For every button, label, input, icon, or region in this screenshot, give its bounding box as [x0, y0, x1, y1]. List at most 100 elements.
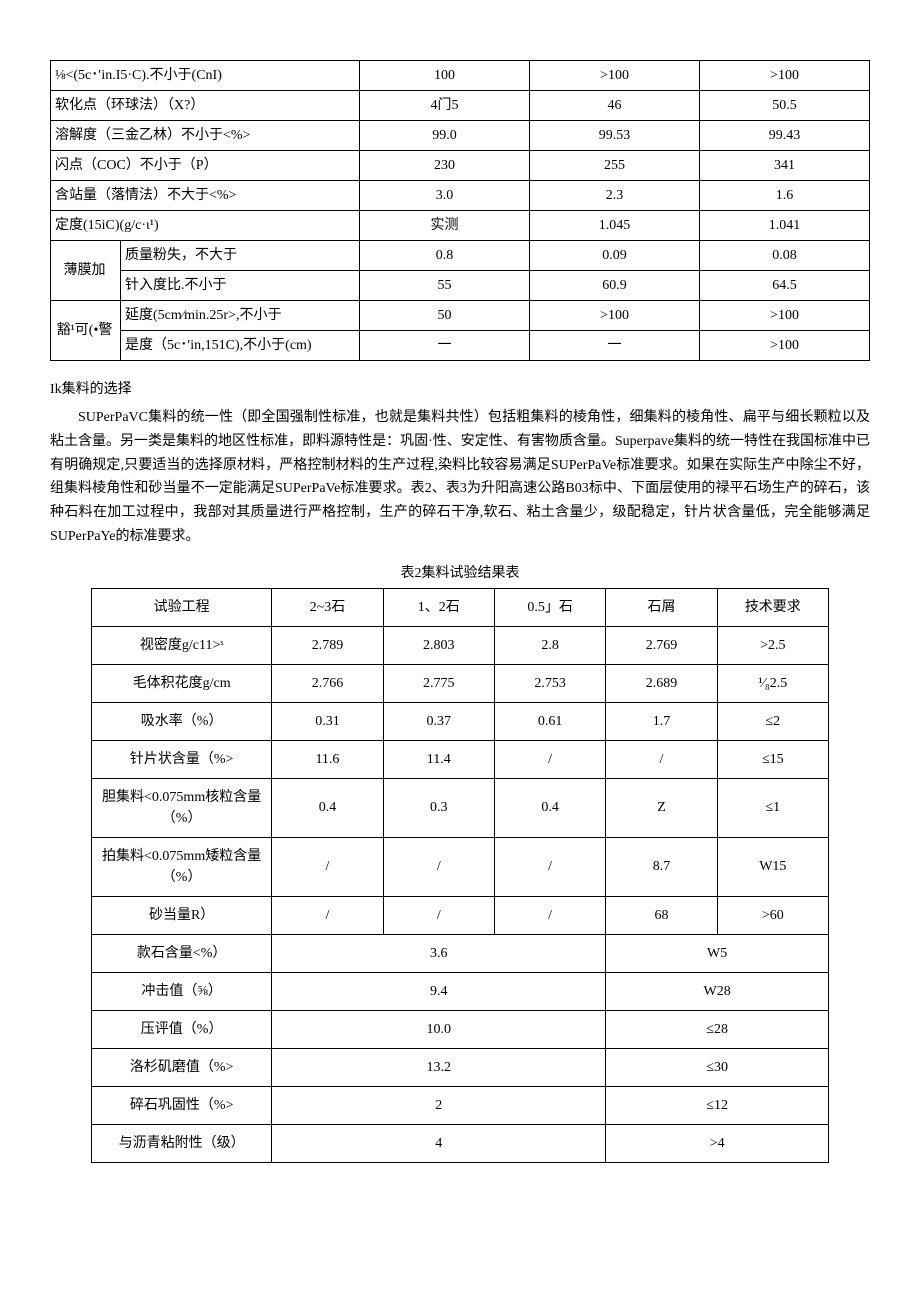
row-label: 含站量（落情法）不大于<%> [51, 181, 360, 211]
cell-value: / [383, 837, 494, 896]
cell-value: 2.789 [272, 626, 383, 664]
table-row: 拍集料<0.075mm矮粒含量（%）///8.7W15 [92, 837, 829, 896]
cell-value: 4门5 [360, 91, 530, 121]
cell-value: 2.769 [606, 626, 717, 664]
row-label: 碎石巩固性（%> [92, 1086, 272, 1124]
table-row: 毛体积花度g/cm2.7662.7752.7532.689¹∕₈2.5 [92, 664, 829, 702]
cell-value: / [494, 837, 605, 896]
cell-value: 2.8 [494, 626, 605, 664]
table-row: 与沥青粘附性（级）4>4 [92, 1124, 829, 1162]
cell-value: 99.0 [360, 121, 530, 151]
cell-value: 99.53 [530, 121, 700, 151]
cell-value: / [383, 896, 494, 934]
cell-value: 3.6 [272, 934, 606, 972]
cell-value: 55 [360, 271, 530, 301]
row-label: 溶解度（三金乙林）不小于<%> [51, 121, 360, 151]
aggregate-paragraph: SUPerPaVC集料的统一性（即全国强制性标准，也就是集料共性）包括粗集料的棱… [50, 406, 870, 549]
cell-value: 2.766 [272, 664, 383, 702]
row-label: 吸水率（%） [92, 702, 272, 740]
cell-value: 2.753 [494, 664, 605, 702]
table-row: 定度(15iC)(g/c·ι¹)实测1.0451.041 [51, 211, 870, 241]
cell-requirement: ≤1 [717, 778, 828, 837]
table-row: 薄膜加质量粉失，不大于0.80.090.08 [51, 241, 870, 271]
cell-requirement: >2.5 [717, 626, 828, 664]
row-label: 视密度g/c11>ˢ [92, 626, 272, 664]
cell-value: 2.689 [606, 664, 717, 702]
row-label: 定度(15iC)(g/c·ι¹) [51, 211, 360, 241]
cell-value: 4 [272, 1124, 606, 1162]
cell-value: / [272, 896, 383, 934]
row-label: 拍集料<0.075mm矮粒含量（%） [92, 837, 272, 896]
row-label: 压评值（%） [92, 1010, 272, 1048]
cell-value: 0.37 [383, 702, 494, 740]
table-row: 款石含量<%）3.6W5 [92, 934, 829, 972]
table-row: 洛杉矶磨值（%>13.2≤30 [92, 1048, 829, 1086]
cell-requirement: ≤28 [606, 1010, 829, 1048]
cell-value: 100 [360, 61, 530, 91]
table-row: 吸水率（%）0.310.370.611.7≤2 [92, 702, 829, 740]
cell-requirement: ≤2 [717, 702, 828, 740]
row-label: 胆集料<0.075mm核粒含量（%） [92, 778, 272, 837]
table-row: 碎石巩固性（%>2≤12 [92, 1086, 829, 1124]
row-sublabel: 针入度比.不小于 [121, 271, 360, 301]
cell-value: 68 [606, 896, 717, 934]
row-label: 与沥青粘附性（级） [92, 1124, 272, 1162]
row-label: 冲击值（⅝） [92, 972, 272, 1010]
cell-requirement: >60 [717, 896, 828, 934]
column-header: 技术要求 [717, 588, 828, 626]
cell-value: 0.08 [700, 241, 870, 271]
cell-value: 11.6 [272, 740, 383, 778]
table-row: 压评值（%）10.0≤28 [92, 1010, 829, 1048]
row-sublabel: 延度(5cm∕min.25r>,不小于 [121, 301, 360, 331]
cell-value: 0.61 [494, 702, 605, 740]
table-row: 冲击值（⅝）9.4W28 [92, 972, 829, 1010]
cell-value: 一 [530, 331, 700, 361]
cell-value: 0.4 [494, 778, 605, 837]
table-row: 砂当量R）///68>60 [92, 896, 829, 934]
cell-value: / [272, 837, 383, 896]
cell-value: 实测 [360, 211, 530, 241]
table-row: 溶解度（三金乙林）不小于<%>99.099.5399.43 [51, 121, 870, 151]
cell-requirement: W15 [717, 837, 828, 896]
cell-value: 1.6 [700, 181, 870, 211]
cell-value: Z [606, 778, 717, 837]
cell-value: 2.775 [383, 664, 494, 702]
cell-value: / [494, 896, 605, 934]
column-header: 2~3石 [272, 588, 383, 626]
cell-value: 230 [360, 151, 530, 181]
cell-value: 0.4 [272, 778, 383, 837]
row-group-label: 豁¹可(•警 [51, 301, 121, 361]
table-header-row: 试验工程2~3石1、2石0.5」石石屑技术要求 [92, 588, 829, 626]
row-label: 砂当量R） [92, 896, 272, 934]
aggregate-test-results-table: 试验工程2~3石1、2石0.5」石石屑技术要求视密度g/c11>ˢ2.7892.… [91, 588, 829, 1163]
cell-value: 46 [530, 91, 700, 121]
column-header: 0.5」石 [494, 588, 605, 626]
cell-requirement: >4 [606, 1124, 829, 1162]
table-row: 视密度g/c11>ˢ2.7892.8032.82.769>2.5 [92, 626, 829, 664]
cell-value: 0.8 [360, 241, 530, 271]
table-row: 豁¹可(•警延度(5cm∕min.25r>,不小于50>100>100 [51, 301, 870, 331]
cell-requirement: ≤12 [606, 1086, 829, 1124]
asphalt-properties-table: ⅛<(5c･′in.I5·C).不小于(CnI)100>100>100软化点（环… [50, 60, 870, 361]
cell-value: 一 [360, 331, 530, 361]
table-row: 软化点（环球法）（X?）4门54650.5 [51, 91, 870, 121]
cell-requirement: ≤15 [717, 740, 828, 778]
cell-value: 2.803 [383, 626, 494, 664]
cell-value: >100 [530, 301, 700, 331]
row-label: 软化点（环球法）（X?） [51, 91, 360, 121]
table-row: 含站量（落情法）不大于<%>3.02.31.6 [51, 181, 870, 211]
cell-value: 9.4 [272, 972, 606, 1010]
row-sublabel: 是度（5c･′in,151C),不小于(cm) [121, 331, 360, 361]
cell-requirement: W28 [606, 972, 829, 1010]
cell-value: 10.0 [272, 1010, 606, 1048]
cell-value: 2.3 [530, 181, 700, 211]
row-label: 洛杉矶磨值（%> [92, 1048, 272, 1086]
cell-value: >100 [530, 61, 700, 91]
section-title: Ik集料的选择 [50, 379, 870, 400]
row-label: 毛体积花度g/cm [92, 664, 272, 702]
cell-value: >100 [700, 331, 870, 361]
cell-requirement: ≤30 [606, 1048, 829, 1086]
row-label: 款石含量<%） [92, 934, 272, 972]
row-group-label: 薄膜加 [51, 241, 121, 301]
row-label: 闪点（COC）不小于（P） [51, 151, 360, 181]
